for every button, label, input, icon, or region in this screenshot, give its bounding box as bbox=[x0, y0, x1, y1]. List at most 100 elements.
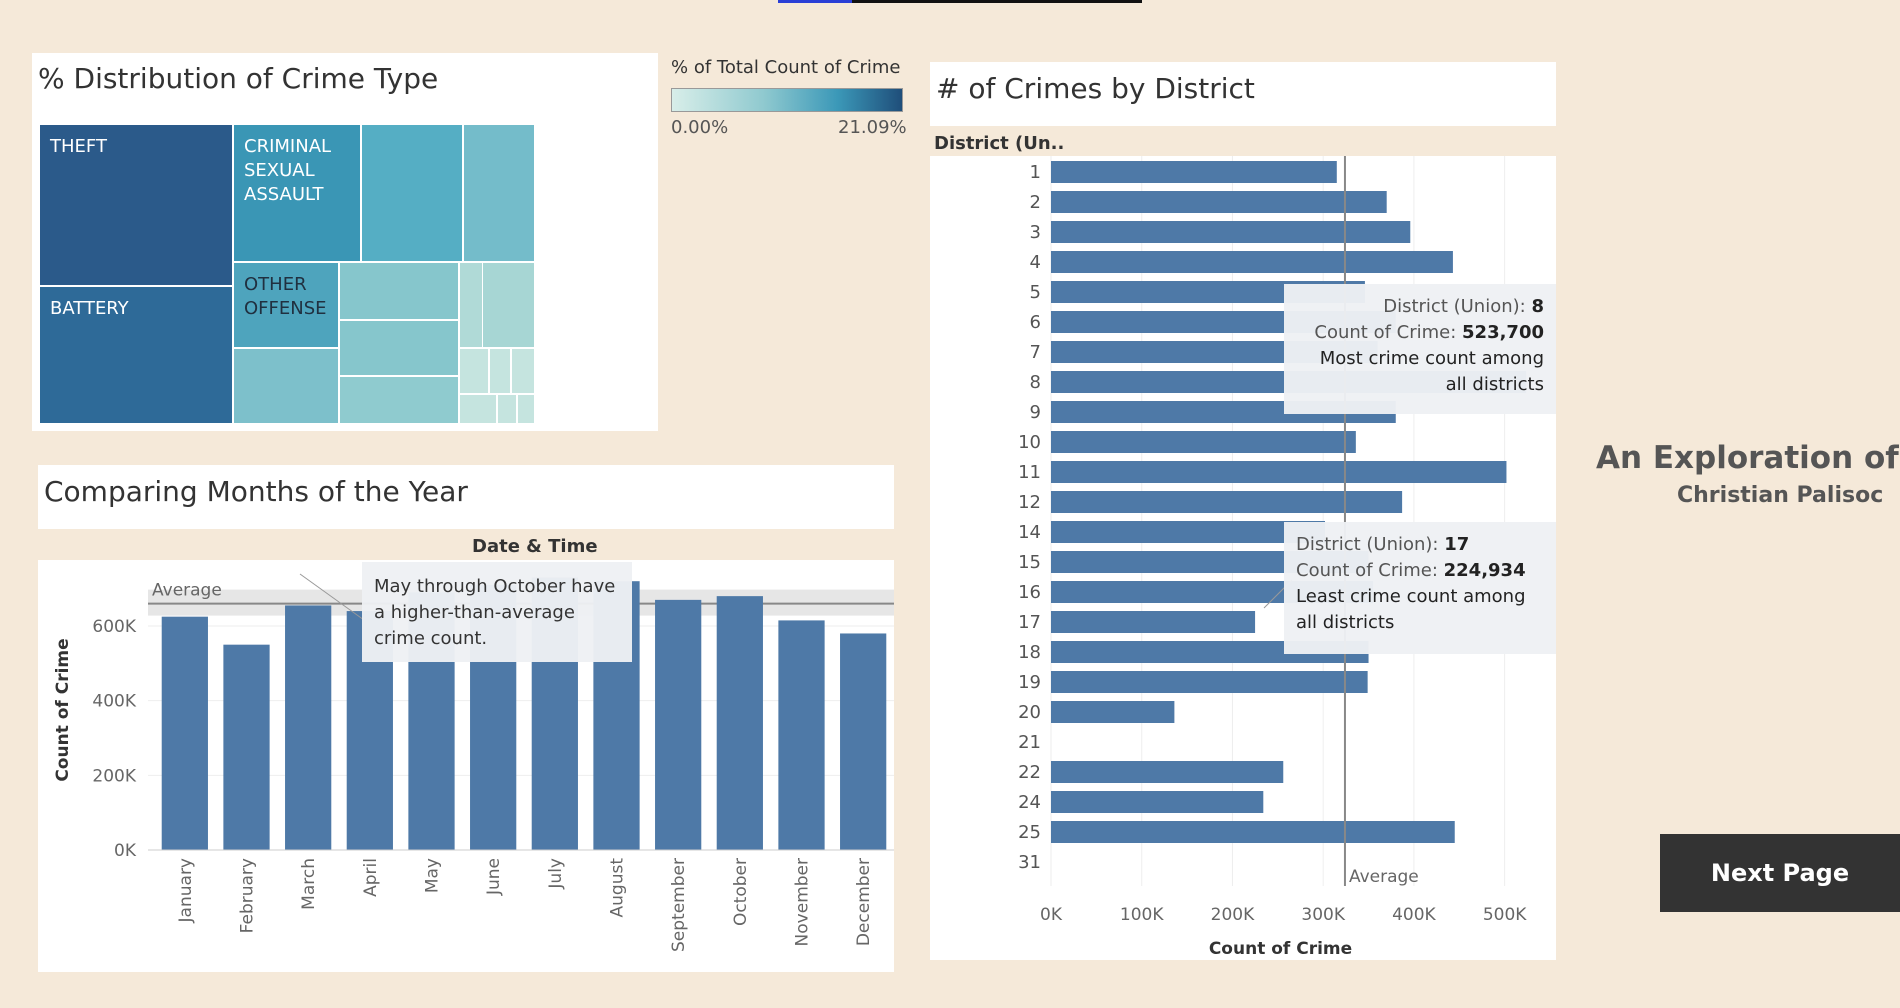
y-tick-label: 0K bbox=[114, 841, 137, 861]
x-tick-label: 400K bbox=[1392, 905, 1436, 925]
district-bar[interactable] bbox=[1051, 521, 1325, 543]
district-bar[interactable] bbox=[1051, 791, 1264, 813]
top-progress-bar bbox=[778, 0, 1142, 3]
treemap-cell[interactable] bbox=[489, 348, 511, 394]
districts-title: # of Crimes by District bbox=[936, 72, 1255, 105]
tooltip-district-label: District (Union): bbox=[1296, 534, 1439, 555]
district-bar[interactable] bbox=[1051, 221, 1411, 243]
author-name: Christian Palisoc bbox=[1677, 483, 1884, 508]
x-tick-label: May bbox=[423, 858, 443, 893]
tooltip-count-label: Count of Crime: bbox=[1314, 322, 1457, 343]
y-tick-label: 11 bbox=[1018, 462, 1041, 483]
month-bar[interactable] bbox=[716, 596, 763, 850]
month-bar[interactable] bbox=[778, 620, 825, 850]
district-bar[interactable] bbox=[1051, 431, 1356, 453]
treemap-cell[interactable]: BATTERY bbox=[39, 286, 233, 424]
y-tick-label: 25 bbox=[1018, 822, 1041, 843]
month-bar[interactable] bbox=[285, 605, 332, 850]
month-bar[interactable] bbox=[223, 644, 270, 850]
y-tick-label: 7 bbox=[1030, 342, 1041, 363]
districts-axis-header: District (Un.. bbox=[934, 133, 1065, 154]
month-bar[interactable] bbox=[840, 633, 887, 850]
district-bar[interactable] bbox=[1051, 251, 1453, 273]
months-axis-header: Date & Time bbox=[472, 536, 598, 557]
crime-type-treemap[interactable]: THEFT BATTERY CRIMINAL SEXUAL ASSAULT OTHER… bbox=[39, 124, 535, 424]
x-tick-label: July bbox=[546, 858, 566, 890]
legend-max: 21.09% bbox=[838, 117, 907, 138]
treemap-cell[interactable] bbox=[459, 262, 483, 348]
x-tick-label: 200K bbox=[1211, 905, 1255, 925]
treemap-cell[interactable] bbox=[361, 124, 463, 262]
months-title: Comparing Months of the Year bbox=[44, 475, 468, 508]
tooltip-note: Most crime count among all districts bbox=[1319, 348, 1544, 395]
district-bar[interactable] bbox=[1051, 821, 1455, 843]
treemap-cell[interactable] bbox=[459, 348, 489, 394]
y-tick-label: 2 bbox=[1030, 192, 1041, 213]
y-tick-label: 8 bbox=[1030, 372, 1041, 393]
treemap-cell[interactable] bbox=[459, 394, 497, 424]
tooltip-note: Least crime count among all districts bbox=[1296, 586, 1526, 633]
districts-chart-panel: 0K 100K 200K 300K 400K 500K 1 2 3 4 5 6 7 8 9 10 11 12 14 1… bbox=[930, 156, 1556, 960]
y-tick-label: 4 bbox=[1030, 252, 1041, 273]
treemap-small-cells bbox=[459, 348, 535, 424]
treemap-cell[interactable] bbox=[497, 394, 517, 424]
months-title-panel bbox=[38, 465, 894, 529]
tooltip-min-body: District (Union): 17 Count of Crime: 224,… bbox=[1284, 522, 1556, 654]
treemap-cell[interactable] bbox=[339, 320, 459, 376]
tooltip-district-value: 8 bbox=[1531, 296, 1544, 317]
tooltip-max: District (Union): 8 Count of Crime: 523,7… bbox=[1284, 284, 1556, 414]
treemap-cell[interactable] bbox=[463, 124, 535, 262]
months-chart-panel: 0K 200K 400K 600K Count of Crime Average Janua… bbox=[38, 560, 894, 972]
months-bar-chart[interactable]: 0K 200K 400K 600K Count of Crime Average Janua… bbox=[38, 560, 894, 972]
average-label: Average bbox=[152, 581, 222, 601]
tooltip-count-value: 523,700 bbox=[1462, 322, 1544, 343]
y-tick-label: 9 bbox=[1030, 402, 1041, 423]
annotation-text: May through October have a higher-than-a… bbox=[362, 562, 632, 662]
district-bar[interactable] bbox=[1051, 611, 1256, 633]
y-tick-label: 14 bbox=[1018, 522, 1041, 543]
y-tick-label: 15 bbox=[1018, 552, 1041, 573]
treemap-cell[interactable] bbox=[517, 394, 535, 424]
district-bar[interactable] bbox=[1051, 191, 1387, 213]
treemap-cell[interactable]: CRIMINAL SEXUAL ASSAULT bbox=[233, 124, 361, 262]
y-tick-label: 21 bbox=[1018, 732, 1041, 753]
district-bar[interactable] bbox=[1051, 161, 1337, 183]
month-bar[interactable] bbox=[655, 599, 702, 850]
district-bar[interactable] bbox=[1051, 701, 1175, 723]
y-tick-label: 600K bbox=[92, 617, 136, 637]
tooltip-min: District (Union): 17 Count of Crime: 224,… bbox=[1284, 522, 1556, 654]
legend-gradient bbox=[671, 88, 903, 112]
treemap-cell-label: THEFT bbox=[50, 136, 107, 157]
y-tick-label: 24 bbox=[1018, 792, 1041, 813]
treemap-cell[interactable]: OTHER OFFENSE bbox=[233, 262, 339, 348]
treemap-cell[interactable] bbox=[339, 376, 459, 424]
legend-title: % of Total Count of Crime bbox=[671, 57, 901, 78]
treemap-cell[interactable] bbox=[339, 262, 459, 320]
y-tick-label: 22 bbox=[1018, 762, 1041, 783]
annotation-pointer bbox=[299, 573, 365, 621]
x-tick-label: August bbox=[608, 858, 628, 918]
y-tick-label: 18 bbox=[1018, 642, 1041, 663]
treemap-cell[interactable]: THEFT bbox=[39, 124, 233, 286]
treemap-cell[interactable] bbox=[511, 348, 535, 394]
y-tick-label: 10 bbox=[1018, 432, 1041, 453]
x-tick-label: October bbox=[731, 858, 751, 926]
district-bar[interactable] bbox=[1051, 761, 1284, 783]
district-bar[interactable] bbox=[1051, 491, 1403, 513]
y-axis-label: Count of Crime bbox=[53, 638, 73, 781]
treemap-cell-label: BATTERY bbox=[50, 298, 129, 319]
tooltip-max-body: District (Union): 8 Count of Crime: 523,7… bbox=[1284, 284, 1556, 414]
district-bar[interactable] bbox=[1051, 671, 1368, 693]
y-tick-label: 20 bbox=[1018, 702, 1041, 723]
x-tick-label: March bbox=[299, 858, 319, 910]
average-label: Average bbox=[1349, 867, 1419, 887]
dashboard-title: An Exploration of Cri bbox=[1596, 440, 1900, 476]
treemap-cell[interactable] bbox=[233, 348, 339, 424]
district-bar[interactable] bbox=[1051, 461, 1507, 483]
treemap-cell-label: OTHER OFFENSE bbox=[244, 274, 327, 319]
treemap-cell-label: CRIMINAL SEXUAL ASSAULT bbox=[244, 136, 332, 205]
y-tick-label: 3 bbox=[1030, 222, 1041, 243]
districts-bar-chart[interactable]: 0K 100K 200K 300K 400K 500K123456789101112141… bbox=[930, 156, 1556, 960]
next-page-button[interactable]: Next Page bbox=[1660, 834, 1900, 912]
month-bar[interactable] bbox=[161, 616, 208, 850]
